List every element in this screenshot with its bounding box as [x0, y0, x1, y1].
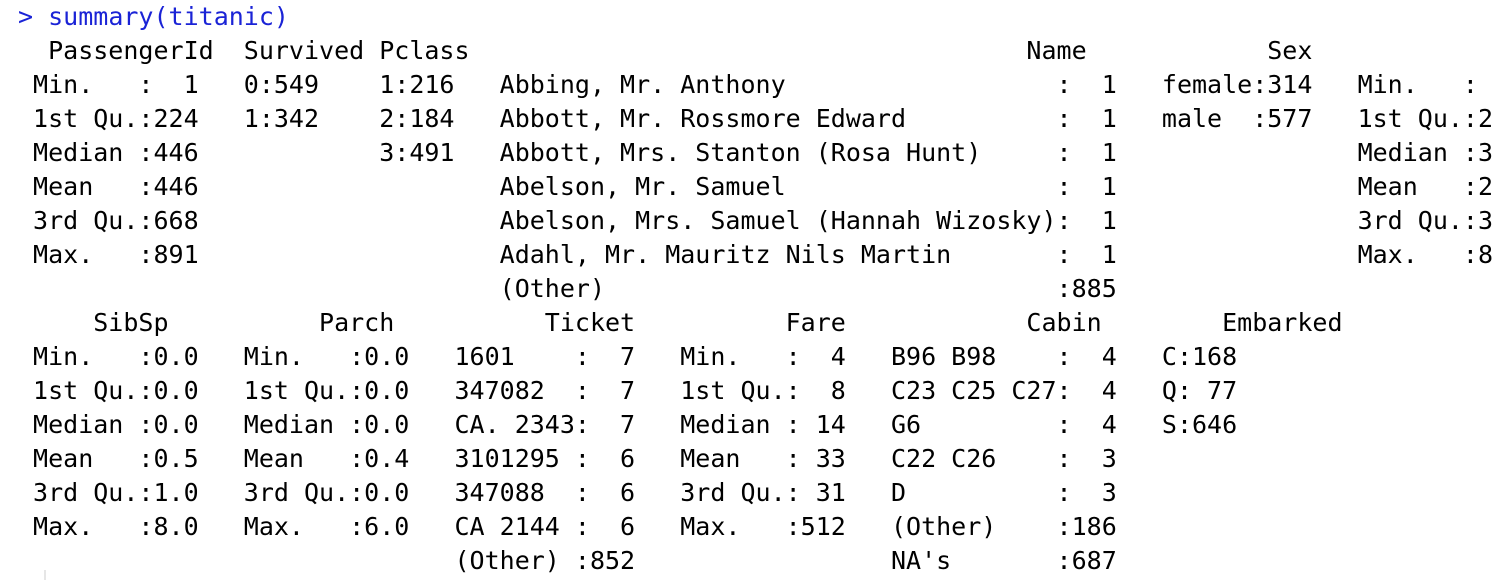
- summary-row: 1st Qu.:0.0 1st Qu.:0.0 347082 : 7 1st Q…: [18, 376, 1283, 405]
- summary-row: Mean :0.5 Mean :0.4 3101295 : 6 Mean : 3…: [18, 444, 1283, 473]
- command-text: summary(titanic): [48, 2, 289, 31]
- summary-row: (Other) :885: [18, 274, 1492, 303]
- summary-row: 3rd Qu.:668 Abelson, Mrs. Samuel (Hannah…: [18, 206, 1492, 235]
- summary-row: Median :446 3:491 Abbott, Mrs. Stanton (…: [18, 138, 1492, 167]
- command-line[interactable]: > summary(titanic): [18, 0, 289, 34]
- summary-header-row-1: PassengerId Survived Pclass Name Sex Age: [48, 36, 1313, 65]
- summary-row: Max. :8.0 Max. :6.0 CA 2144 : 6 Max. :51…: [18, 512, 1283, 541]
- summary-row: Mean :446 Abelson, Mr. Samuel : 1 Mean :…: [18, 172, 1492, 201]
- summary-row: Min. : 1 0:549 1:216 Abbing, Mr. Anthony…: [18, 70, 1492, 99]
- summary-row: Min. :0.0 Min. :0.0 1601 : 7 Min. : 4 B9…: [18, 342, 1283, 371]
- summary-row: Max. :891 Adahl, Mr. Mauritz Nils Martin…: [18, 240, 1492, 269]
- text-cursor: [44, 570, 46, 580]
- summary-row: Median :0.0 Median :0.0 CA. 2343: 7 Medi…: [18, 410, 1283, 439]
- prompt-symbol: >: [18, 2, 34, 31]
- summary-row: (Other) :852 NA's :687: [18, 546, 1283, 575]
- summary-row: 1st Qu.:224 1:342 2:184 Abbott, Mr. Ross…: [18, 104, 1492, 133]
- summary-row: 3rd Qu.:1.0 3rd Qu.:0.0 347088 : 6 3rd Q…: [18, 478, 1283, 507]
- summary-header-row-2: SibSp Parch Ticket Fare Cabin Embarked: [18, 308, 1343, 337]
